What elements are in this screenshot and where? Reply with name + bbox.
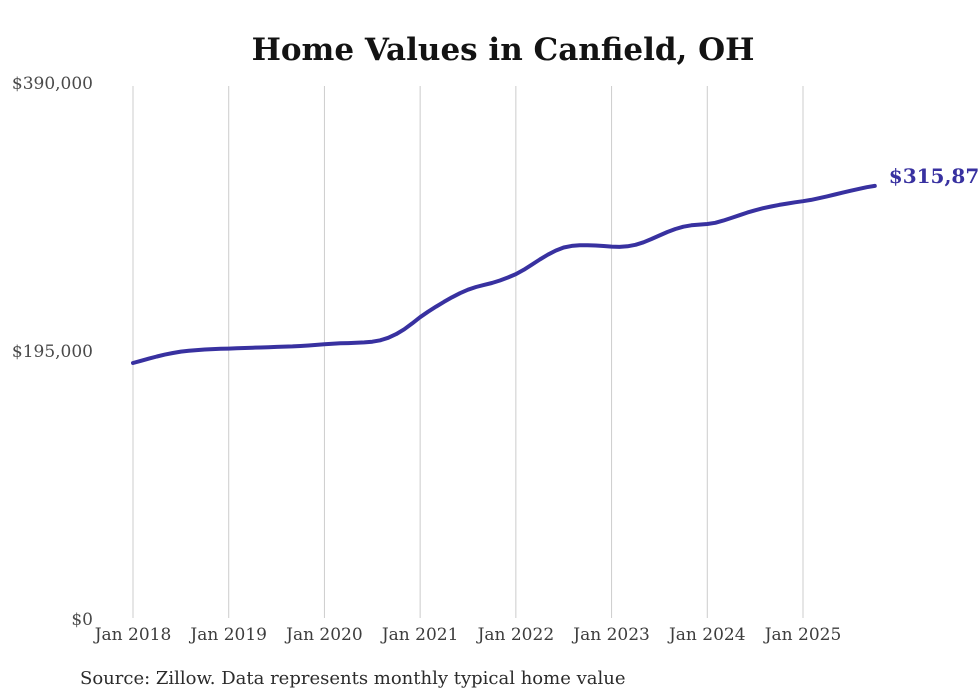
x-tick-label-jan-2019: Jan 2019	[188, 625, 267, 645]
x-tick-label-jan-2023: Jan 2023	[571, 625, 650, 645]
source-note: Source: Zillow. Data represents monthly …	[80, 668, 626, 689]
x-tick-label-jan-2021: Jan 2021	[380, 625, 459, 645]
x-tick-label-jan-2022: Jan 2022	[476, 625, 555, 645]
x-tick-label-jan-2018: Jan 2018	[93, 625, 172, 645]
x-tick-label-jan-2020: Jan 2020	[284, 625, 363, 645]
x-tick-label-jan-2025: Jan 2025	[763, 625, 842, 645]
y-tick-label-0: $0	[71, 610, 93, 630]
chart-title: Home Values in Canfield, OH	[252, 32, 755, 68]
y-tick-label-195000: $195,000	[12, 342, 93, 362]
y-axis: $390,000 $195,000 $0	[12, 74, 93, 630]
home-value-line	[131, 183, 877, 365]
x-axis-labels: Jan 2018 Jan 2019 Jan 2020 Jan 2021 Jan 2022…	[93, 625, 842, 645]
latest-value-label: $315,872	[889, 164, 980, 188]
gridlines	[132, 86, 804, 618]
y-tick-label-390000: $390,000	[12, 74, 93, 94]
x-tick-label-jan-2024: Jan 2024	[667, 625, 746, 645]
